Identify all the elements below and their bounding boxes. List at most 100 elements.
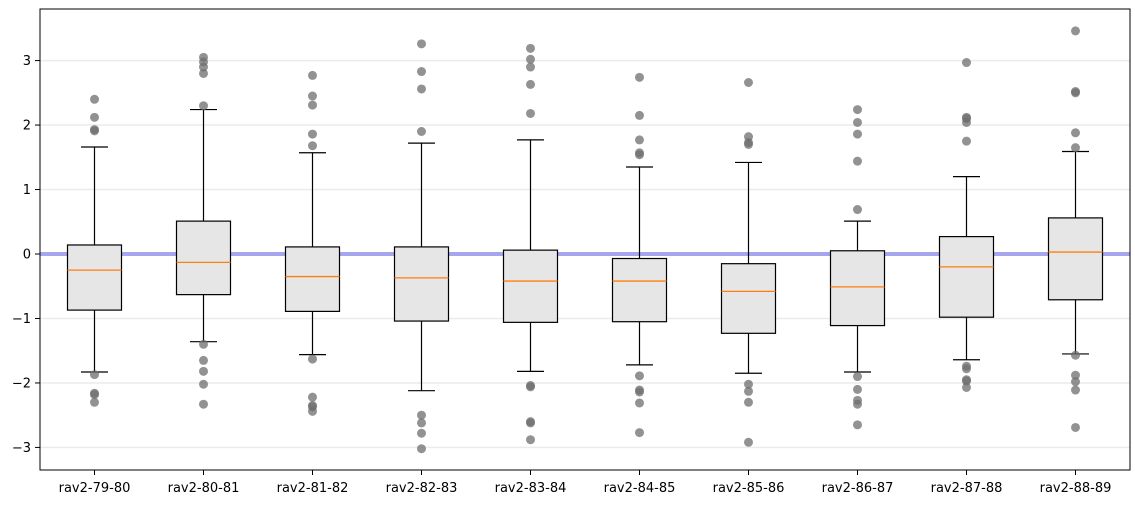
outlier-point bbox=[744, 437, 753, 447]
outlier-point bbox=[635, 150, 644, 160]
outlier-point bbox=[635, 72, 644, 82]
y-axis-ticks: −3 −2 −1 0 1 2 3 bbox=[12, 54, 40, 456]
outlier-point bbox=[199, 399, 208, 409]
iqr-box bbox=[393, 246, 450, 322]
outlier-point bbox=[417, 444, 426, 454]
plot-frame bbox=[39, 8, 1131, 471]
x-tick-label: rav2-87-88 bbox=[931, 481, 1003, 496]
outlier-point bbox=[90, 397, 99, 407]
outlier-point bbox=[635, 110, 644, 120]
box-group bbox=[720, 78, 777, 447]
outlier-point bbox=[635, 428, 644, 438]
outlier-point bbox=[199, 366, 208, 376]
outlier-point bbox=[526, 43, 535, 53]
iqr-box bbox=[66, 244, 123, 311]
outlier-point bbox=[417, 410, 426, 420]
outlier-point bbox=[417, 84, 426, 94]
outlier-point bbox=[199, 355, 208, 365]
outlier-point bbox=[199, 379, 208, 389]
outlier-point bbox=[962, 382, 971, 392]
outlier-point bbox=[417, 418, 426, 428]
outlier-point bbox=[308, 354, 317, 364]
outlier-point bbox=[853, 372, 862, 382]
x-axis-ticks: rav2-79-80 rav2-80-81 rav2-81-82 rav2-82-83… bbox=[59, 470, 1111, 496]
outlier-point bbox=[417, 127, 426, 137]
outlier-point bbox=[1071, 422, 1080, 432]
outlier-point bbox=[308, 91, 317, 101]
outlier-point bbox=[199, 339, 208, 349]
y-tick-label: 2 bbox=[23, 119, 31, 134]
box-group bbox=[938, 58, 995, 392]
outlier-point bbox=[1071, 143, 1080, 153]
x-tick-label: rav2-85-86 bbox=[713, 481, 785, 496]
boxes-layer bbox=[66, 26, 1104, 454]
outlier-point bbox=[853, 420, 862, 430]
outlier-point bbox=[526, 435, 535, 445]
outlier-point bbox=[635, 398, 644, 408]
y-tick-label: −1 bbox=[12, 312, 31, 327]
outlier-point bbox=[853, 399, 862, 409]
outlier-point bbox=[853, 156, 862, 166]
iqr-box bbox=[175, 220, 232, 296]
outlier-point bbox=[853, 129, 862, 139]
y-tick-label: −3 bbox=[12, 441, 31, 456]
outlier-point bbox=[526, 54, 535, 64]
outlier-point bbox=[526, 108, 535, 118]
outlier-point bbox=[90, 390, 99, 400]
y-tick-label: −2 bbox=[12, 376, 31, 391]
outlier-point bbox=[744, 386, 753, 396]
outlier-point bbox=[1071, 350, 1080, 360]
y-tick-label: 0 bbox=[23, 248, 31, 263]
outlier-point bbox=[199, 62, 208, 72]
x-tick-label: rav2-86-87 bbox=[822, 481, 894, 496]
box-group bbox=[393, 39, 450, 454]
outlier-point bbox=[1071, 385, 1080, 395]
box-group bbox=[502, 43, 559, 445]
outlier-point bbox=[1071, 26, 1080, 36]
outlier-point bbox=[417, 428, 426, 438]
outlier-point bbox=[853, 205, 862, 215]
outlier-point bbox=[308, 70, 317, 80]
outlier-point bbox=[853, 117, 862, 127]
outlier-point bbox=[962, 364, 971, 374]
outlier-point bbox=[635, 371, 644, 381]
outlier-point bbox=[308, 129, 317, 139]
iqr-box bbox=[1047, 217, 1104, 301]
x-tick-label: rav2-80-81 bbox=[168, 481, 240, 496]
outlier-point bbox=[308, 141, 317, 151]
box-group bbox=[829, 105, 886, 430]
outlier-point bbox=[90, 112, 99, 122]
outlier-point bbox=[853, 384, 862, 394]
outlier-point bbox=[199, 68, 208, 78]
x-tick-label: rav2-81-82 bbox=[277, 481, 349, 496]
outlier-point bbox=[526, 79, 535, 89]
outlier-point bbox=[853, 105, 862, 115]
iqr-box bbox=[611, 257, 668, 323]
outlier-point bbox=[744, 139, 753, 149]
box-group bbox=[1047, 26, 1104, 432]
y-tick-label: 1 bbox=[23, 183, 31, 198]
outlier-point bbox=[962, 117, 971, 127]
outlier-point bbox=[417, 39, 426, 49]
outlier-point bbox=[635, 135, 644, 145]
axes-frame bbox=[39, 8, 1131, 471]
outlier-point bbox=[635, 387, 644, 397]
iqr-box bbox=[284, 246, 341, 312]
outlier-point bbox=[526, 62, 535, 72]
iqr-box bbox=[829, 250, 886, 327]
outlier-point bbox=[308, 392, 317, 402]
outlier-point bbox=[199, 101, 208, 111]
iqr-box bbox=[502, 249, 559, 323]
outlier-point bbox=[1071, 370, 1080, 380]
box-group bbox=[175, 52, 232, 409]
x-tick-label: rav2-84-85 bbox=[604, 481, 676, 496]
box-group bbox=[66, 94, 123, 407]
outlier-point bbox=[962, 58, 971, 68]
x-tick-label: rav2-82-83 bbox=[386, 481, 458, 496]
x-tick-label: rav2-79-80 bbox=[59, 481, 131, 496]
outlier-point bbox=[308, 406, 317, 416]
x-tick-label: rav2-83-84 bbox=[495, 481, 567, 496]
outlier-point bbox=[962, 136, 971, 146]
outlier-point bbox=[962, 376, 971, 386]
